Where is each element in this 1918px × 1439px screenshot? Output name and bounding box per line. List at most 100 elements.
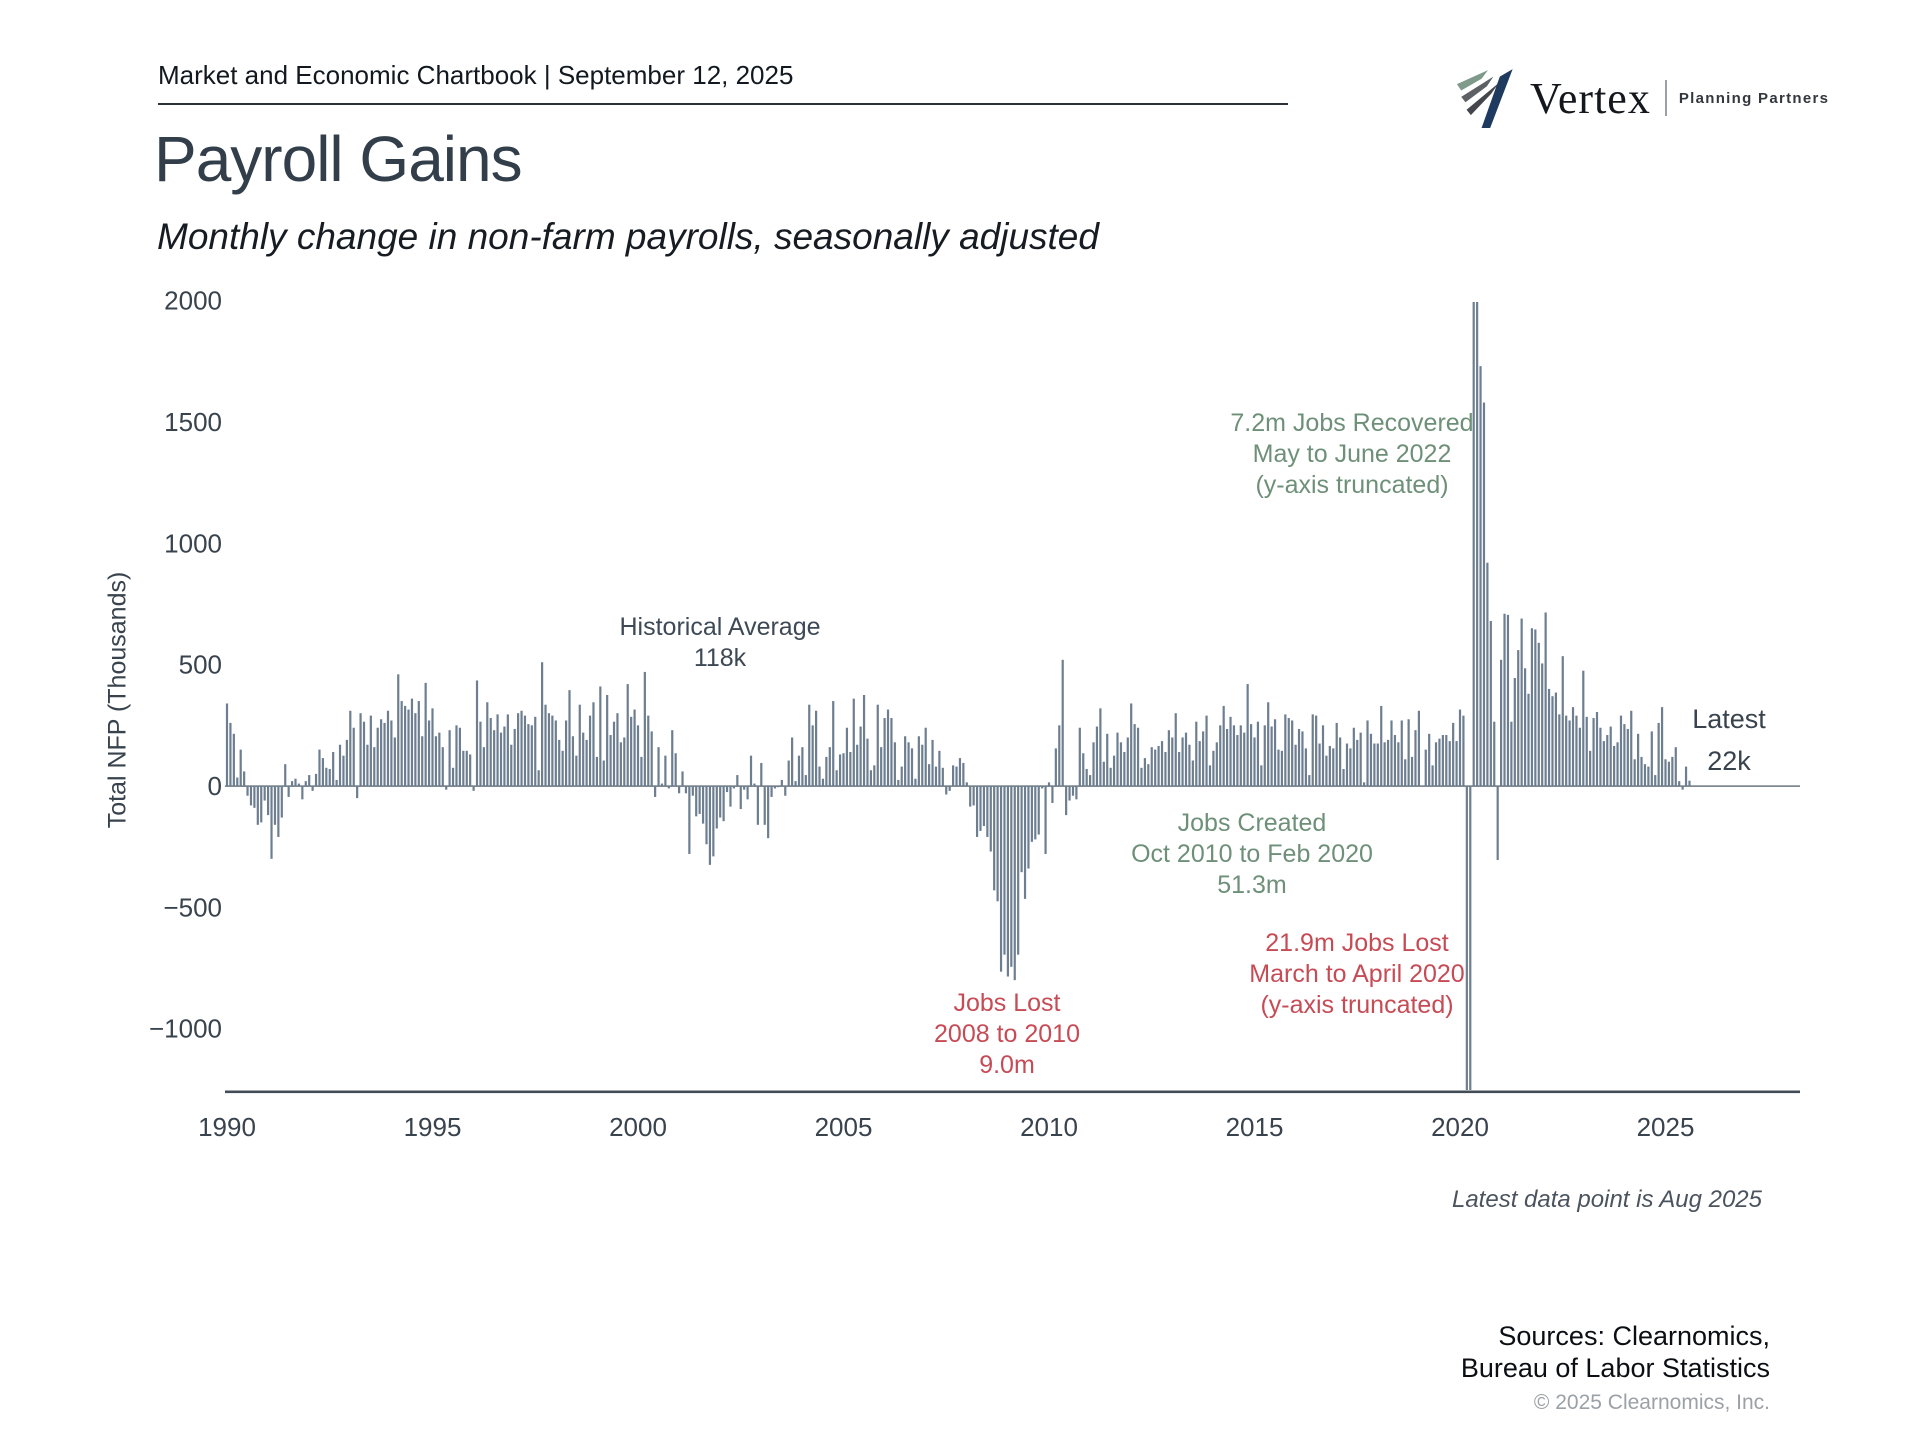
nfp-bar — [267, 786, 270, 816]
nfp-bar — [852, 698, 855, 786]
nfp-bar — [362, 721, 366, 786]
nfp-bar — [842, 753, 845, 786]
nfp-bar — [1318, 743, 1321, 786]
nfp-bar — [314, 773, 318, 786]
nfp-bar — [400, 701, 403, 786]
nfp-bar — [626, 684, 629, 786]
annotation-jobs-recovered: 7.2m Jobs Recovered May to June 2022 (y-… — [1230, 409, 1474, 499]
nfp-bar — [1684, 766, 1688, 786]
nfp-bar — [1503, 613, 1506, 786]
nfp-bar — [1527, 693, 1530, 786]
nfp-bar — [380, 719, 383, 786]
nfp-bar — [537, 770, 540, 786]
y-tick-label: 500 — [179, 650, 222, 680]
nfp-bar — [828, 747, 831, 786]
nfp-bar — [434, 736, 438, 786]
nfp-bar — [1150, 747, 1153, 786]
nfp-bar — [1452, 722, 1455, 786]
nfp-bar — [571, 736, 575, 786]
nfp-bar — [427, 720, 431, 786]
nfp-bar — [845, 727, 849, 786]
nfp-bar — [965, 782, 968, 786]
nfp-bar — [455, 725, 458, 786]
nfp-bar — [969, 786, 972, 807]
nfp-bar — [1664, 759, 1667, 786]
nfp-bar — [1465, 786, 1468, 1090]
nfp-bar — [1410, 756, 1414, 786]
nfp-bar — [1109, 767, 1112, 786]
nfp-bar — [1195, 721, 1198, 786]
sources-line-2: Bureau of Labor Statistics — [1460, 1353, 1770, 1383]
nfp-bar — [1493, 721, 1496, 786]
nfp-bar — [1643, 764, 1647, 786]
nfp-bar — [1599, 727, 1602, 786]
page-title: Payroll Gains — [154, 123, 523, 195]
nfp-bar — [441, 747, 444, 786]
nfp-bar — [808, 704, 811, 786]
nfp-bar — [1243, 732, 1246, 786]
nfp-bar — [825, 756, 828, 786]
nfp-bar — [1006, 786, 1009, 977]
nfp-bar — [1246, 684, 1249, 786]
nfp-bar — [475, 680, 479, 786]
nfp-bar — [1297, 728, 1301, 786]
nfp-bar — [517, 713, 520, 786]
nfp-bar — [592, 702, 595, 786]
nfp-bar — [760, 762, 763, 786]
nfp-bar — [1154, 749, 1157, 786]
nfp-bar — [1626, 728, 1629, 786]
vertex-logo-wordmark: Vertex — [1530, 73, 1651, 123]
nfp-bar — [482, 747, 485, 786]
nfp-bar — [582, 732, 585, 786]
nfp-bar — [1404, 759, 1407, 786]
nfp-bar — [1037, 786, 1040, 835]
nfp-bar — [1619, 715, 1623, 786]
nfp-bar — [1106, 733, 1109, 786]
nfp-bar — [886, 709, 890, 786]
nfp-bar — [893, 742, 896, 786]
nfp-bar — [1184, 732, 1188, 786]
nfp-bar — [1010, 786, 1013, 967]
nfp-bar — [1414, 730, 1417, 786]
nfp-bar — [1058, 725, 1061, 786]
nfp-bar — [1325, 755, 1328, 786]
nfp-bar — [1523, 668, 1527, 786]
annotation-jobs-lost-2008: Jobs Lost 2008 to 2010 9.0m — [934, 989, 1080, 1079]
nfp-bar — [1085, 769, 1088, 786]
nfp-bar — [1095, 726, 1099, 786]
nfp-bar — [678, 786, 681, 794]
nfp-bar — [1147, 764, 1150, 786]
nfp-bar — [1434, 742, 1438, 786]
nfp-bar — [654, 786, 657, 797]
nfp-bar — [602, 760, 605, 786]
nfp-bar — [1249, 724, 1253, 786]
nfp-bar — [671, 730, 674, 786]
nfp-bar — [1400, 720, 1403, 786]
nfp-bar — [719, 786, 722, 818]
nfp-bar — [1445, 735, 1448, 786]
nfp-bar — [972, 786, 975, 806]
nfp-bar — [1178, 752, 1181, 786]
nfp-bar — [366, 744, 369, 786]
nfp-bar — [1051, 786, 1054, 803]
nfp-bar — [311, 786, 314, 791]
nfp-bar — [510, 744, 513, 786]
nfp-bar — [982, 786, 986, 827]
nfp-bar — [1280, 750, 1283, 786]
nfp-bar — [390, 720, 393, 786]
nfp-bar — [232, 733, 235, 786]
nfp-bar — [1291, 720, 1294, 786]
nfp-bar — [290, 781, 294, 786]
nfp-bar — [910, 748, 914, 786]
nfp-bar — [469, 754, 472, 786]
nfp-bar — [1335, 722, 1338, 786]
nfp-bar — [688, 786, 691, 854]
nfp-bar — [1208, 765, 1212, 786]
nfp-bar — [1383, 742, 1386, 786]
nfp-bar — [725, 786, 729, 793]
nfp-bar — [1674, 747, 1677, 786]
y-tick-label: 1000 — [164, 528, 222, 558]
nfp-bar — [1277, 749, 1280, 786]
nfp-bar — [797, 755, 801, 786]
nfp-bar — [962, 762, 965, 786]
